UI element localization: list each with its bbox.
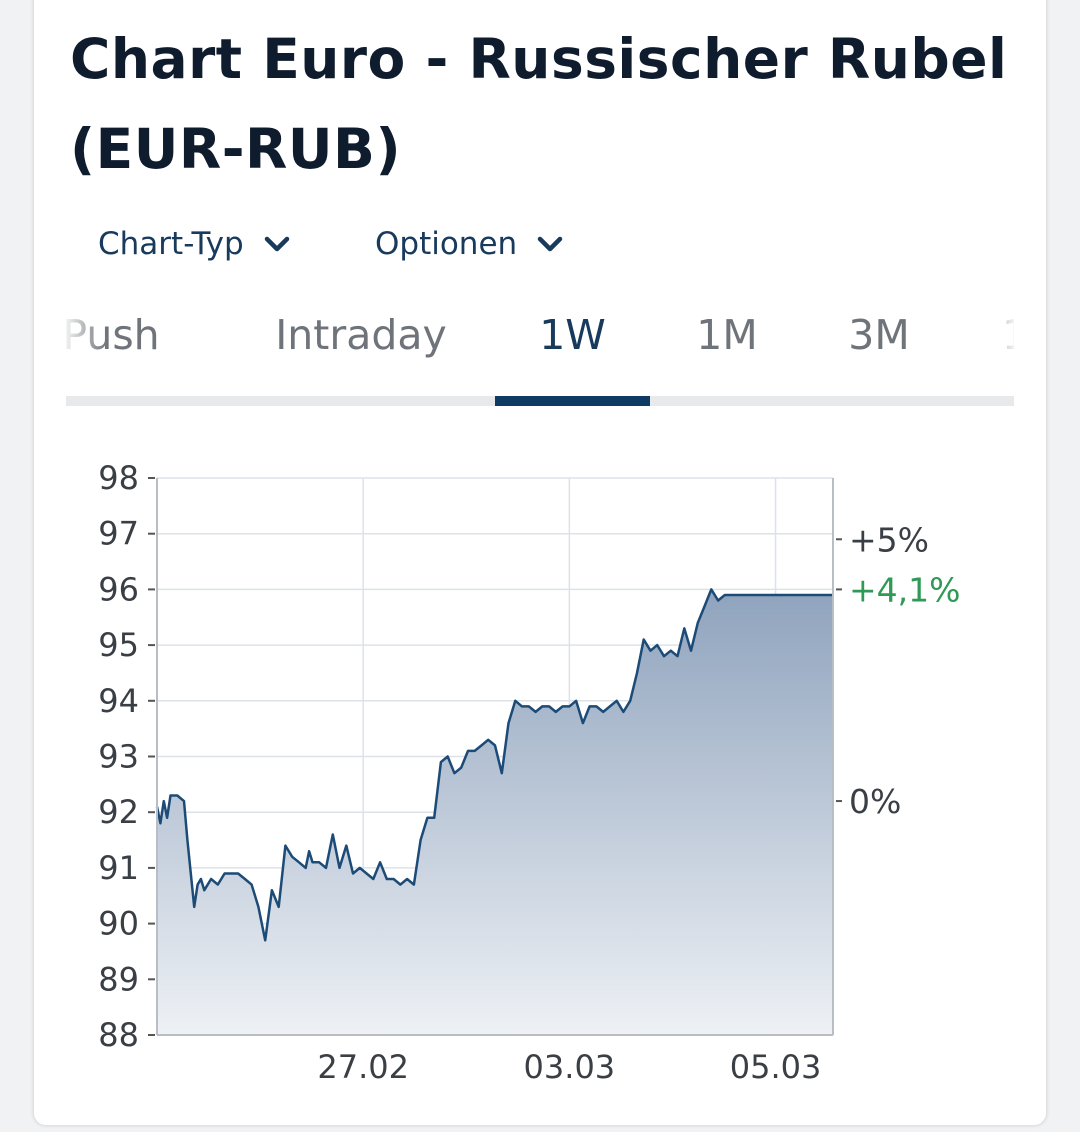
chart-type-dropdown[interactable]: Chart-Typ xyxy=(98,222,292,266)
chart-card: Chart Euro - Russischer Rubel (EUR-RUB) … xyxy=(34,0,1046,1125)
tabs-fade-right xyxy=(974,300,1014,396)
tab-1w[interactable]: 1W xyxy=(539,311,606,359)
chevron-down-icon xyxy=(262,229,292,259)
tab-intraday[interactable]: Intraday xyxy=(275,311,447,359)
tabs-fade-left xyxy=(66,300,106,396)
timeframe-tabs: Push Intraday 1W 1M 3M 1J xyxy=(66,300,1014,410)
chevron-down-icon xyxy=(535,229,565,259)
page-title: Chart Euro - Russischer Rubel (EUR-RUB) xyxy=(70,27,1008,181)
tab-3m[interactable]: 3M xyxy=(848,311,910,359)
tab-1m[interactable]: 1M xyxy=(696,311,758,359)
options-label: Optionen xyxy=(375,226,518,262)
active-tab-indicator xyxy=(495,396,650,406)
options-dropdown[interactable]: Optionen xyxy=(375,222,565,266)
chart-type-label: Chart-Typ xyxy=(98,226,244,262)
